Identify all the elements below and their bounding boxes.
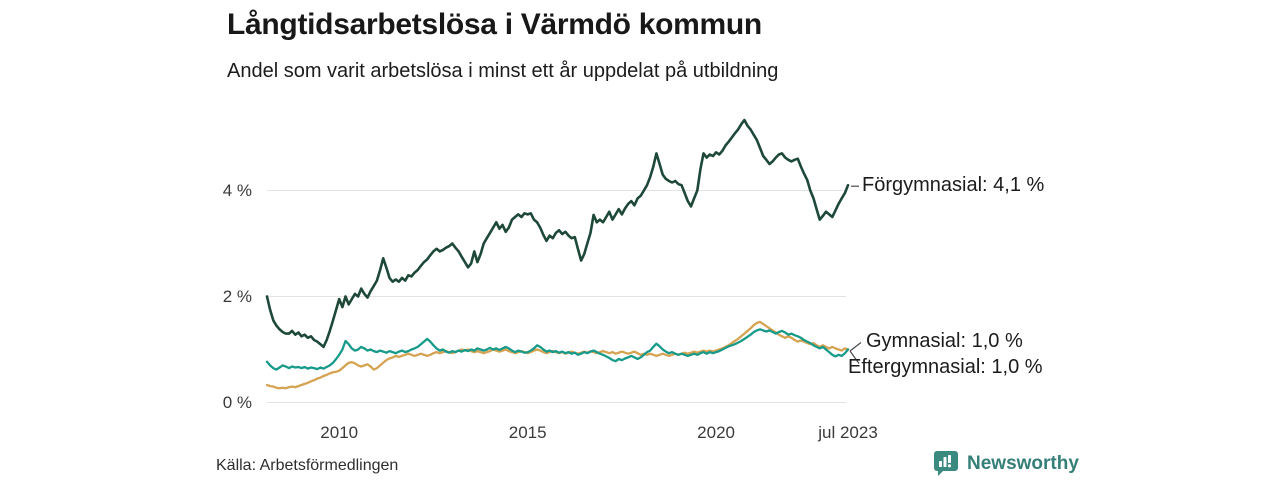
series-label-forgymnasial: Förgymnasial: 4,1 %: [862, 174, 1045, 196]
x-tick-label: 2020: [697, 423, 736, 442]
y-tick-label: 4 %: [222, 180, 252, 200]
series-line-förgymnasial: [265, 118, 850, 349]
page-title: Långtidsarbetslösa i Värmdö kommun: [227, 8, 762, 41]
brand-logo: Newsworthy: [933, 450, 1079, 477]
series-line-gymnasial: [265, 328, 850, 371]
series-line-eftergymnasial: [265, 320, 850, 390]
series-label-gymnasial: Gymnasial: 1,0 %: [866, 330, 1023, 352]
label-connector: [849, 342, 862, 352]
x-tick-label: jul 2023: [818, 423, 878, 442]
newsworthy-icon: [934, 451, 958, 476]
y-tick-label: 0 %: [222, 392, 252, 412]
brand-name: Newsworthy: [967, 452, 1079, 474]
source-note: Källa: Arbetsförmedlingen: [216, 457, 399, 474]
x-tick-label: 2015: [508, 423, 547, 442]
label-connector: [849, 350, 860, 364]
y-tick-label: 2 %: [222, 286, 252, 306]
x-tick-label: 2010: [320, 423, 359, 442]
series-label-eftergymnasial: Eftergymnasial: 1,0 %: [848, 356, 1043, 378]
chart-subtitle: Andel som varit arbetslösa i minst ett å…: [227, 60, 779, 82]
